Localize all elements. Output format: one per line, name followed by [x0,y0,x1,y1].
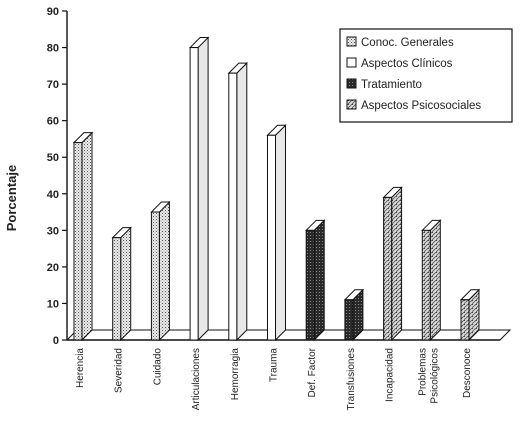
y-tick-label: 20 [47,262,59,274]
legend-swatch [346,99,357,110]
x-tick-label: Hemorragia [230,348,241,401]
bar-side [275,124,286,342]
y-tick-label: 10 [47,298,59,310]
y-tick-label: 60 [47,116,59,128]
bar-front [344,299,354,341]
bar [382,186,403,342]
x-tick-label: Herencia [75,348,86,388]
x-tick-label: Trauma [269,348,280,383]
bars [72,36,481,342]
bar-side [81,131,93,342]
y-tick-label: 70 [47,79,59,91]
bar-front [305,229,315,341]
bar-side [236,61,248,342]
bar-front [150,211,160,341]
x-tick-label: Cuidado [152,348,163,386]
legend-box [339,28,513,123]
bar-side [429,219,441,342]
y-axis: 0 10 20 30 40 50 60 70 80 90 [47,6,500,347]
legend-label: Tratamiento [361,79,422,91]
bar-side [391,186,403,342]
legend-swatch [346,36,357,47]
bar-front [460,299,470,341]
bar-side [158,200,170,342]
bar [304,219,326,342]
bar-front [189,47,199,341]
bar-front [383,196,393,341]
legend-label: Conoc. Generales [361,37,454,49]
bar [111,226,132,342]
bar-side [313,219,325,342]
bar-front [421,229,431,341]
x-axis-labels: Herencia Severidad Cuidado Articulaciones He… [75,347,473,410]
bar-front [73,142,83,341]
bar [72,131,94,342]
y-tick-label: 40 [47,189,59,201]
x-tick-label: Psicológicos [429,348,440,404]
legend-label: Aspectos Clínicos [361,58,453,70]
floor-plane [65,329,512,341]
y-axis-label: Porcentaje [4,165,19,231]
legend: Conoc. Generales Aspectos Clínicos Tratami… [339,28,513,123]
bar-front [267,134,276,341]
x-tick-label: Articulaciones [191,348,202,410]
bar [421,219,442,342]
bar [150,200,171,342]
bar [459,288,481,342]
y-tick-label: 50 [47,152,59,164]
bar-front [112,237,122,341]
x-tick-label: Def. Factor [307,347,318,397]
bar-side [120,226,132,342]
bar [266,124,287,342]
bar-front [228,72,238,341]
y-tick-label: 0 [53,335,59,347]
x-tick-label: Incapacidad [385,348,396,402]
x-tick-label: Desconoce [462,348,473,398]
legend-swatch [346,57,357,68]
bar [188,36,210,342]
floor-polygon [65,329,512,341]
x-tick-label: Problemas [417,348,428,396]
legend-label: Aspectos Psicosociales [361,100,481,112]
y-tick-label: 80 [47,43,59,55]
bar [227,61,249,342]
bar [343,288,365,342]
y-tick-label: 90 [47,6,59,18]
y-tick-label: 30 [47,225,59,237]
bar-side [197,36,209,342]
legend-swatch [346,78,357,89]
x-tick-label: Transfusiones [346,348,357,410]
x-tick-label: Severidad [114,348,125,393]
